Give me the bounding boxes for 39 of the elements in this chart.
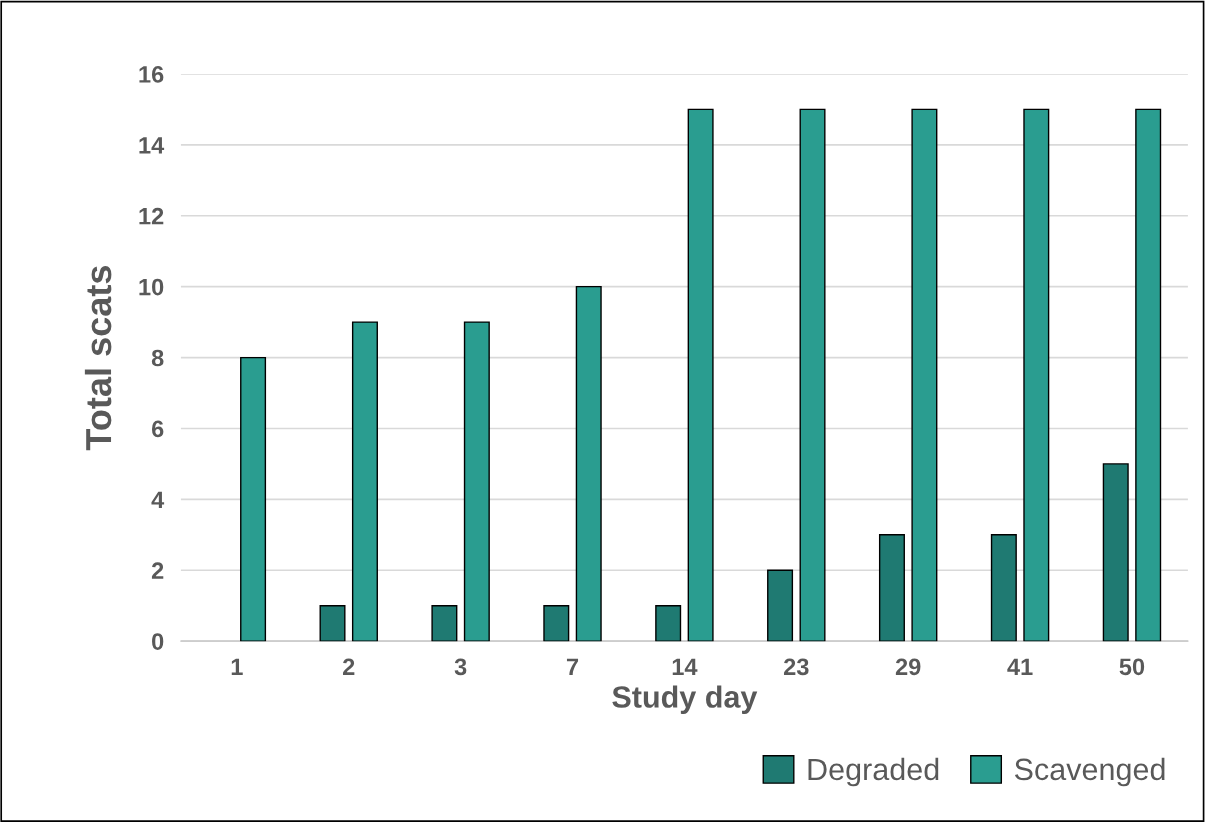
legend-label: Degraded [808, 757, 939, 787]
x-tick-label: 14 [672, 658, 698, 675]
x-tick-label: 2 [342, 658, 355, 675]
bar [767, 569, 794, 642]
bar [911, 108, 938, 642]
y-tick-label: 4 [151, 491, 165, 508]
x-tick-label: 50 [1119, 658, 1145, 676]
bar [463, 321, 490, 642]
y-axis-title: Total scats [84, 266, 112, 451]
y-tick-label: 8 [151, 349, 164, 367]
x-axis-title: Study day [612, 685, 758, 714]
y-tick-label: 2 [151, 562, 164, 579]
y-tick-label: 0 [152, 633, 164, 650]
x-tick-label: 7 [566, 658, 579, 675]
bar [1023, 108, 1050, 642]
y-tick-label: 16 [139, 66, 164, 83]
bar [687, 108, 714, 642]
bar [351, 321, 378, 642]
bar [319, 605, 346, 642]
bar [878, 534, 905, 642]
y-tick-label: 14 [139, 137, 165, 154]
y-tick-label: 10 [139, 278, 164, 296]
bar [990, 534, 1017, 642]
x-tick-label: 3 [454, 658, 467, 676]
bar [655, 605, 682, 642]
bar [1135, 108, 1162, 642]
bar [431, 605, 458, 642]
x-tick-label: 1 [231, 658, 243, 675]
y-tick-label: 12 [139, 207, 164, 225]
bar [575, 285, 602, 642]
x-tick-label: 23 [783, 658, 809, 676]
bar [1102, 463, 1129, 642]
bar [240, 356, 267, 642]
bar [543, 605, 570, 642]
bar [799, 108, 826, 642]
x-tick-label: 41 [1007, 658, 1033, 675]
legend-label: Scavenged [1014, 757, 1165, 787]
y-tick-label: 6 [151, 420, 164, 438]
x-tick-label: 29 [895, 658, 921, 676]
